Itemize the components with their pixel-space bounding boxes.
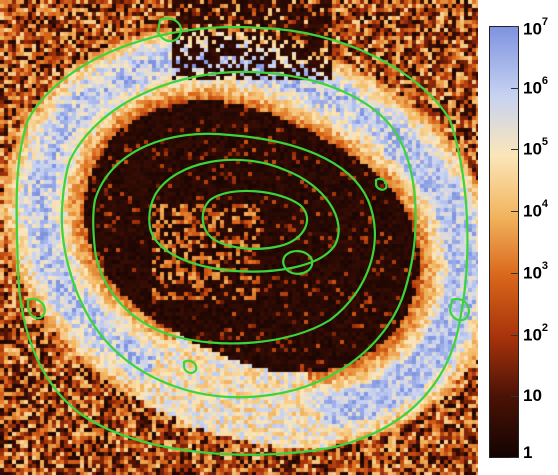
intensity-heatmap	[0, 0, 478, 475]
colorbar-tick-mark	[511, 272, 519, 274]
colorbar-tick-mark	[511, 87, 519, 89]
contour-core	[282, 250, 314, 275]
colorbar-tick-label: 103	[523, 259, 549, 283]
colorbar-tick-mark	[511, 211, 519, 213]
colorbar-tick-label: 106	[523, 74, 549, 98]
colorbar-tick-label: 102	[523, 321, 549, 345]
intensity-map	[0, 0, 478, 475]
colorbar-gradient	[489, 26, 519, 458]
contour-overlay	[15, 17, 470, 456]
colorbar-tick-mark	[511, 334, 519, 336]
colorbar-tick-mark	[511, 396, 519, 398]
contour-fragment-left	[26, 297, 46, 320]
contour-2	[60, 70, 417, 399]
colorbar-tick-mark	[511, 26, 519, 27]
contour-outer	[15, 25, 469, 456]
contour-4	[148, 158, 340, 273]
colorbar-scale: 107 106 105 104 103 102 10 1	[489, 17, 558, 462]
colorbar-tick-mark	[511, 457, 519, 458]
colorbar-tick-label: 104	[523, 198, 549, 221]
contour-fragment-right2	[374, 177, 388, 191]
colorbar-tick-label: 10	[523, 386, 542, 406]
colorbar-tick-label: 107	[523, 16, 549, 39]
contour-fragment-right	[448, 297, 470, 322]
contour-5	[201, 189, 309, 250]
contour-3	[92, 132, 376, 345]
colorbar-tick-label: 105	[523, 136, 549, 160]
colorbar-tick-mark	[511, 149, 519, 151]
contour-fragment-left2	[182, 359, 198, 375]
colorbar-tick-label: 1	[523, 443, 533, 462]
contour-fragment-top	[156, 17, 183, 43]
